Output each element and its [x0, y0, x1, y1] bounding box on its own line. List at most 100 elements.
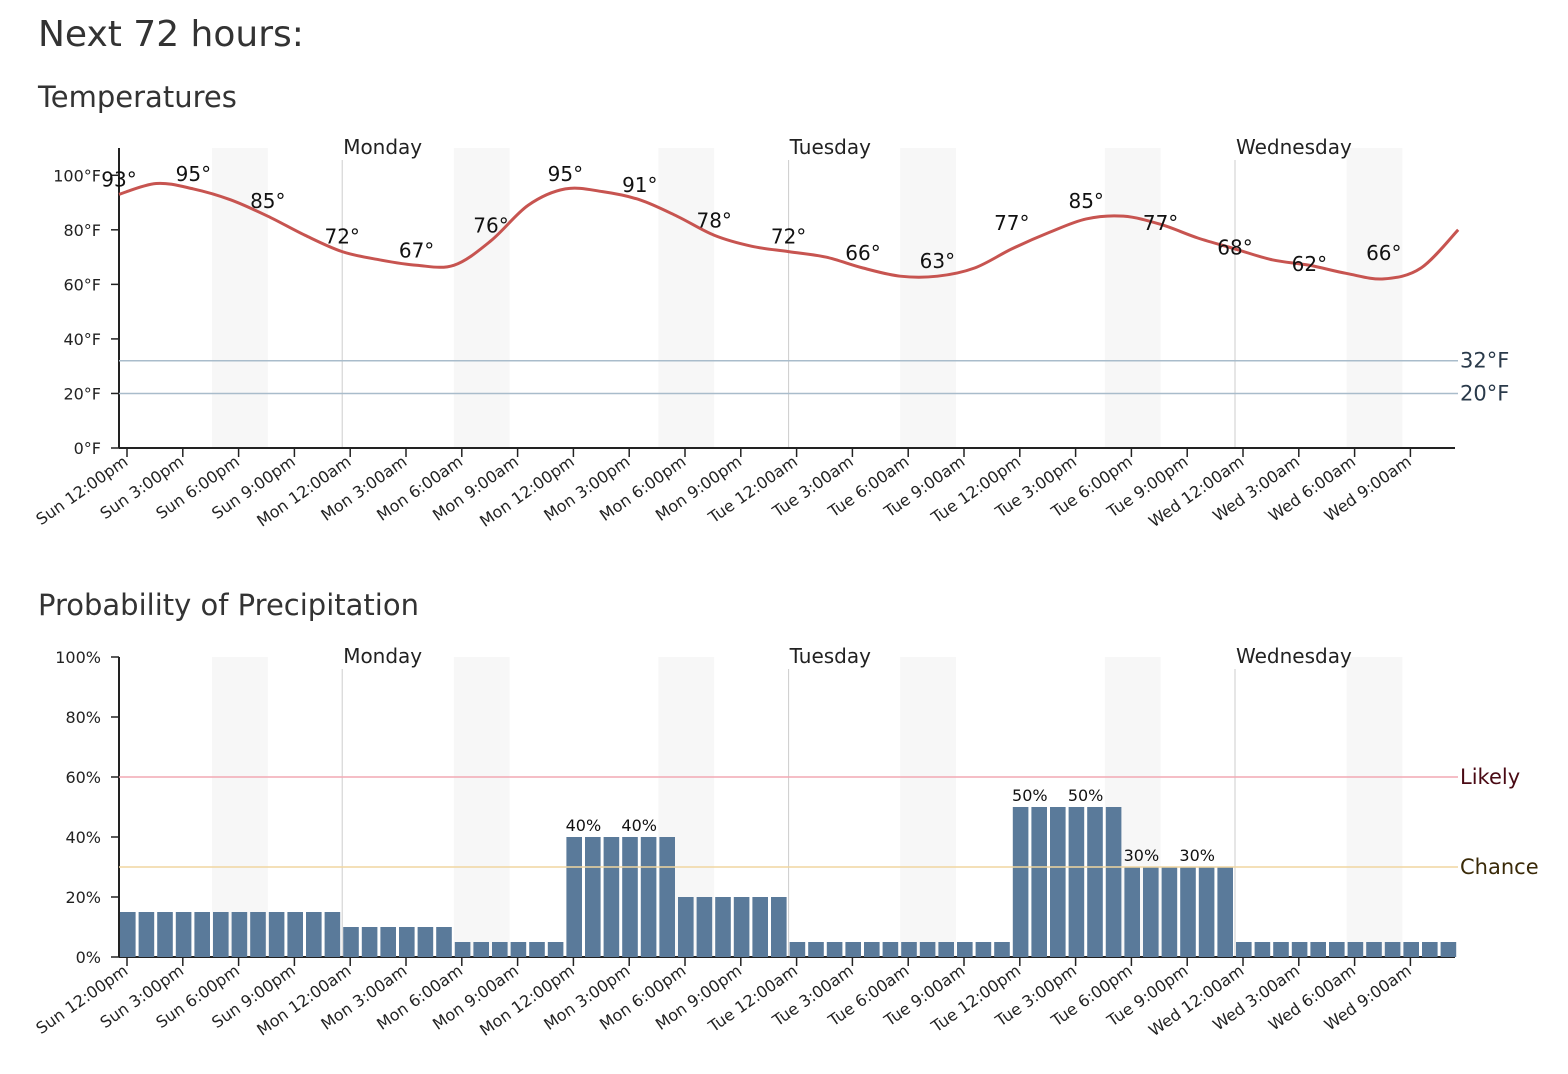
precipitation-bar	[361, 927, 378, 957]
night-band	[900, 657, 956, 957]
temperature-point-label: 95°	[548, 162, 583, 186]
precipitation-bar	[808, 942, 824, 957]
day-label: Monday	[343, 135, 422, 159]
precipitation-bar	[696, 897, 713, 957]
precipitation-bar	[994, 942, 1010, 957]
precipitation-bar	[120, 912, 136, 957]
day-label: Monday	[343, 644, 422, 668]
precipitation-bar	[138, 912, 155, 957]
y-tick-label: 60%	[65, 768, 101, 787]
temperature-point-label: 66°	[1366, 241, 1401, 265]
page-title: Next 72 hours:	[38, 14, 304, 55]
y-tick-label: 100°F	[53, 166, 101, 185]
precipitation-bar	[622, 837, 638, 957]
precipitation-bar	[547, 942, 564, 957]
precipitation-bar	[399, 927, 415, 957]
precipitation-bar	[1217, 867, 1233, 957]
precipitation-bar	[1068, 807, 1085, 957]
precipitation-bar	[1161, 867, 1178, 957]
temperature-point-label: 66°	[845, 241, 880, 265]
y-tick-label: 80%	[65, 708, 101, 727]
precipitation-bar	[268, 912, 285, 957]
night-band	[212, 657, 268, 957]
precipitation-bar	[157, 912, 173, 957]
y-tick-label: 20°F	[63, 384, 101, 403]
x-tick-label: Wed 12:00am	[1145, 961, 1247, 1040]
precipitation-bar	[492, 942, 508, 957]
precipitation-bar	[975, 942, 992, 957]
night-band	[453, 657, 510, 957]
temperature-point-label: 77°	[1143, 211, 1178, 235]
temperature-point-label: 72°	[771, 225, 806, 249]
night-band	[1346, 148, 1403, 448]
precipitation-bar-label: 30%	[1179, 846, 1215, 865]
day-label: Tuesday	[789, 644, 872, 668]
temperature-line	[118, 181, 1460, 281]
precipitation-bar	[659, 837, 675, 957]
precipitation-bar	[436, 927, 452, 957]
precipitation-bar	[1031, 807, 1047, 957]
precipitation-bar	[864, 942, 880, 957]
temperature-point-label: 91°	[622, 173, 657, 197]
precipitation-bar	[1236, 942, 1252, 957]
precipitation-bar-label: 50%	[1068, 786, 1104, 805]
precipitation-bar	[287, 912, 303, 957]
x-tick-label: Wed 12:00am	[1145, 452, 1247, 531]
temperature-point-label: 67°	[399, 238, 434, 262]
precipitation-bar	[845, 942, 861, 957]
y-tick-label: 80°F	[63, 221, 101, 240]
precipitation-bar-label: 50%	[1012, 786, 1048, 805]
precipitation-bar	[1273, 942, 1289, 957]
precipitation-bar	[1087, 807, 1103, 957]
precipitation-bar	[1012, 807, 1029, 957]
x-tick-label: Mon 12:00pm	[476, 452, 578, 531]
precipitation-bar	[733, 897, 750, 957]
precipitation-bar	[1310, 942, 1326, 957]
precipitation-bar	[919, 942, 936, 957]
y-tick-label: 40°F	[63, 330, 101, 349]
precipitation-bar	[510, 942, 527, 957]
precipitation-bar	[938, 942, 954, 957]
temperature-point-label: 95°	[176, 162, 211, 186]
precipitation-bar	[473, 942, 489, 957]
precipitation-bar	[752, 897, 768, 957]
y-tick-label: 0°F	[74, 439, 101, 458]
precipitation-bar	[640, 837, 657, 957]
precipitation-bar	[789, 942, 806, 957]
precipitation-bar-label: 30%	[1124, 846, 1160, 865]
precipitation-bar-label: 40%	[621, 816, 657, 835]
temperature-chart-title: Temperatures	[38, 80, 237, 114]
precipitation-bar	[826, 942, 843, 957]
temperature-point-label: 85°	[250, 189, 285, 213]
x-tick-label: Mon 12:00am	[253, 961, 354, 1040]
precipitation-bar	[1050, 807, 1066, 957]
precipitation-bar	[1366, 942, 1382, 957]
precipitation-bar	[380, 927, 396, 957]
precipitation-bar	[324, 912, 341, 957]
day-label: Wednesday	[1236, 135, 1352, 159]
temperature-point-label: 93°	[101, 167, 136, 191]
temperature-point-label: 72°	[324, 225, 359, 249]
reference-line-label: 20°F	[1460, 381, 1509, 405]
night-band	[658, 148, 715, 448]
precipitation-bar	[454, 942, 471, 957]
precipitation-bar	[1329, 942, 1345, 957]
night-band	[1346, 657, 1403, 957]
precipitation-bar	[1422, 942, 1438, 957]
precipitation-bar	[529, 942, 545, 957]
precipitation-bar	[771, 897, 787, 957]
temperature-point-label: 68°	[1217, 236, 1252, 260]
precipitation-bar	[715, 897, 731, 957]
precipitation-bar	[1254, 942, 1271, 957]
night-band	[453, 148, 510, 448]
precipitation-bar	[1291, 942, 1308, 957]
precipitation-bar	[566, 837, 582, 957]
day-label: Tuesday	[789, 135, 872, 159]
x-tick-label: Sun 12:00pm	[32, 452, 131, 529]
night-band	[1104, 148, 1161, 448]
y-tick-label: 60°F	[63, 275, 101, 294]
x-tick-label: Mon 12:00pm	[476, 961, 578, 1040]
precipitation-bar	[603, 837, 620, 957]
precipitation-bar	[882, 942, 899, 957]
reference-line-label: 32°F	[1460, 349, 1509, 373]
